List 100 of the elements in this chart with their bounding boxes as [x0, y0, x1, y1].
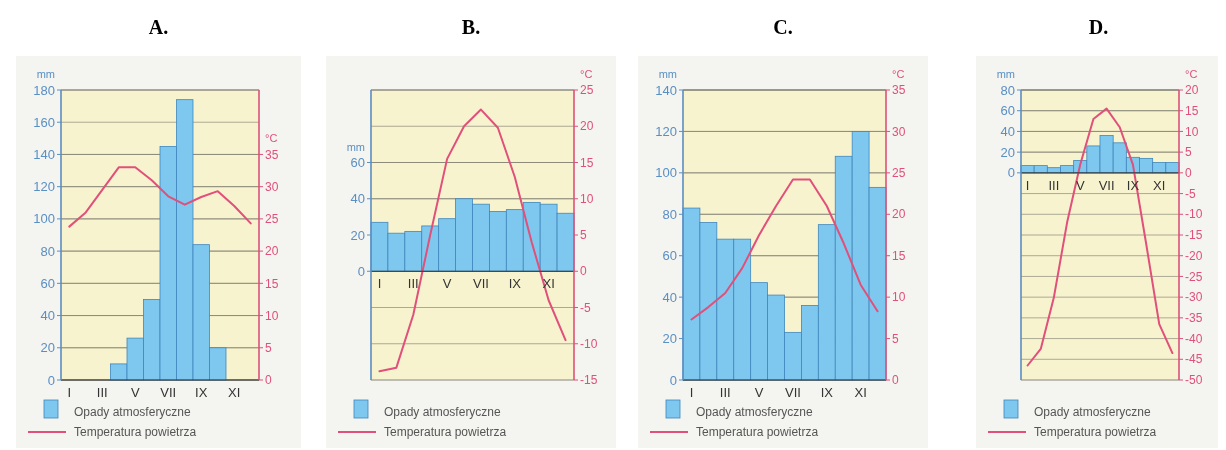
x-tick-label: III	[407, 276, 419, 292]
y-tick-label: 40	[350, 191, 365, 207]
y2-tick-label: 25	[580, 83, 594, 98]
x-tick-label: IX	[820, 385, 834, 400]
y-tick-label: 20	[1000, 144, 1015, 160]
y-tick-label: 0	[47, 372, 55, 388]
y2-tick-label: 25	[892, 166, 906, 181]
x-tick-label: V	[1075, 177, 1085, 193]
legend-label: Temperatura powietrza	[74, 425, 197, 440]
y2-tick-label: 5	[265, 340, 272, 355]
chart-title: B.	[461, 16, 481, 38]
x-tick-label: III	[719, 385, 731, 400]
y2-tick-label: -40	[1185, 331, 1203, 346]
y2-tick-label: -15	[1185, 228, 1203, 243]
chart-title: D.	[1088, 16, 1109, 38]
y2-axis-title: °C	[1185, 68, 1198, 80]
line-series	[1026, 107, 1174, 367]
y2-tick-label: 35	[265, 147, 279, 162]
y2-tick-label: -15	[580, 373, 598, 388]
y-tick-label: 20	[350, 227, 365, 243]
y-tick-label: 60	[1000, 103, 1015, 119]
y2-tick-label: -5	[580, 300, 591, 315]
y2-tick-label: -10	[1185, 207, 1203, 222]
y2-tick-label: 15	[1185, 103, 1199, 118]
x-tick-label: IX	[508, 276, 522, 292]
x-tick-label: VII	[785, 385, 801, 400]
y2-tick-label: 10	[265, 308, 279, 323]
y2-tick-label: 5	[1185, 145, 1192, 160]
legend-label: Opady atmosferyczne	[696, 405, 814, 420]
y2-tick-label: -25	[1185, 269, 1203, 284]
y2-tick-label: -20	[1185, 248, 1203, 263]
y-tick-label: 40	[1000, 123, 1015, 139]
y2-tick-label: 15	[892, 248, 906, 263]
y2-tick-label: 0	[892, 373, 899, 388]
y-tick-label: 60	[350, 155, 365, 171]
y2-tick-label: -45	[1185, 352, 1203, 367]
legend-label: Opady atmosferyczne	[74, 405, 192, 420]
y2-tick-label: -10	[580, 336, 598, 351]
y-tick-label: 120	[33, 179, 55, 195]
legend-label: Temperatura powietrza	[1034, 425, 1157, 440]
y2-tick-label: 20	[580, 119, 594, 134]
x-tick-label: XI	[1153, 177, 1166, 193]
y2-tick-label: 0	[265, 373, 272, 388]
y-tick-label: 80	[1000, 82, 1015, 98]
y2-tick-label: -30	[1185, 290, 1203, 305]
legend-label: Opady atmosferyczne	[384, 405, 502, 420]
y2-axis-title: °C	[892, 68, 905, 80]
y-tick-label: 140	[655, 82, 677, 98]
x-tick-label: VII	[1098, 177, 1115, 193]
y2-tick-label: 30	[892, 124, 906, 139]
y-axis-title: mm	[36, 68, 55, 80]
x-tick-label: I	[689, 385, 694, 400]
y2-axis-title: °C	[580, 68, 593, 80]
y-tick-label: 100	[655, 165, 677, 181]
x-tick-label: III	[1048, 177, 1060, 193]
y2-tick-label: 5	[580, 228, 587, 243]
chart-title: C.	[773, 16, 793, 38]
y2-tick-label: 10	[1185, 124, 1199, 139]
y-tick-label: 20	[40, 340, 55, 356]
y2-tick-label: 0	[580, 264, 587, 279]
line-series	[690, 178, 879, 321]
y-tick-label: 120	[655, 123, 677, 139]
y-axis-title: mm	[658, 68, 677, 80]
y-tick-label: 180	[33, 82, 55, 98]
x-tick-label: V	[754, 385, 764, 400]
y2-tick-label: 25	[265, 212, 279, 227]
y-axis-title: mm	[346, 140, 365, 153]
y2-tick-label: 10	[580, 191, 594, 206]
y-axis-title: mm	[996, 68, 1015, 80]
legend-label: Opady atmosferyczne	[1034, 405, 1152, 420]
legend-label: Temperatura powietrza	[696, 425, 819, 440]
y2-tick-label: 15	[265, 276, 279, 291]
x-tick-label: III	[96, 385, 108, 400]
y2-axis-title: °C	[265, 132, 278, 145]
x-tick-label: VII	[160, 385, 177, 400]
y2-tick-label: 10	[892, 290, 906, 305]
x-tick-label: V	[442, 276, 452, 292]
y2-tick-label: -35	[1185, 311, 1203, 326]
y-tick-label: 0	[669, 372, 677, 388]
y-tick-label: 0	[357, 263, 365, 279]
x-tick-label: IX	[195, 385, 208, 400]
x-tick-label: I	[67, 385, 72, 400]
y-tick-label: 80	[40, 243, 55, 259]
line-series	[378, 108, 567, 373]
y2-tick-label: 5	[892, 331, 899, 346]
x-tick-label: XI	[854, 385, 867, 400]
y-tick-label: 40	[40, 308, 55, 324]
y2-tick-label: 15	[580, 155, 594, 170]
x-tick-label: V	[130, 385, 140, 400]
y-tick-label: 60	[40, 275, 55, 291]
y-tick-label: 140	[33, 146, 55, 162]
y-tick-label: 40	[662, 289, 677, 305]
y2-tick-label: 30	[265, 179, 279, 194]
y2-tick-label: 20	[1185, 83, 1199, 98]
y-tick-label: 60	[662, 248, 677, 264]
y2-tick-label: -5	[1185, 186, 1196, 201]
y2-tick-label: 20	[892, 207, 906, 222]
chart-title: A.	[148, 16, 169, 38]
y-tick-label: 100	[33, 211, 55, 227]
y-tick-label: 20	[662, 331, 677, 347]
